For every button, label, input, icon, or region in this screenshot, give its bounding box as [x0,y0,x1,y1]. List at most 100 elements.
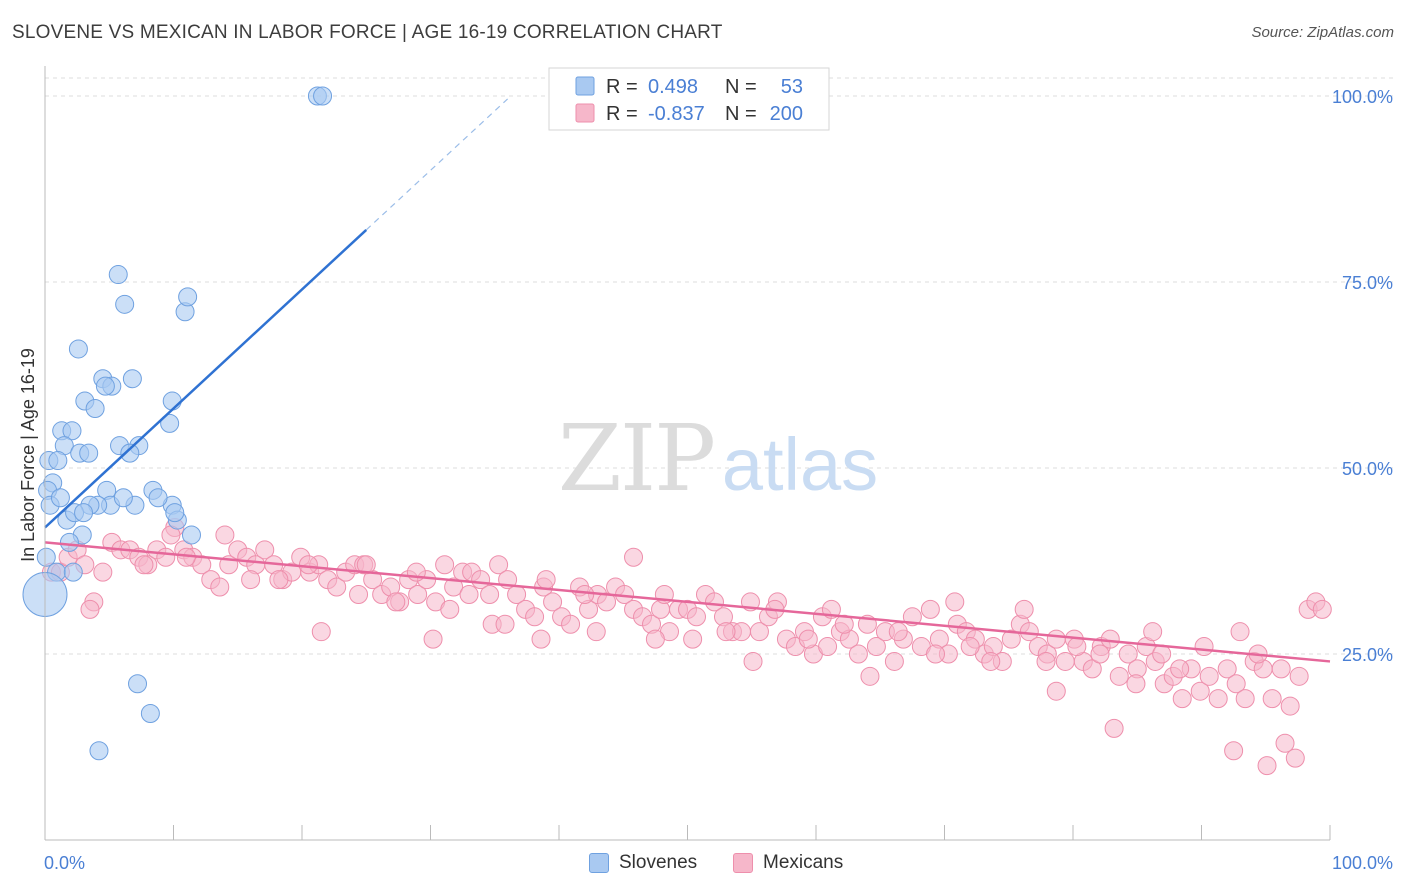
legend-r-value: -0.837 [648,103,705,125]
mexicans-point [444,577,464,597]
legend-n-label: N = [725,76,757,98]
legend-swatch [575,103,595,123]
watermark-zip: ZIP [558,405,714,512]
mexicans-point [269,570,289,590]
mexicans-point [459,584,479,604]
mexicans-point [960,637,980,657]
slovenes-point [36,547,56,567]
slovenes-point [120,443,140,463]
mexicans-point [215,525,235,545]
mexicans-point [848,644,868,664]
mexicans-swatch [733,853,753,873]
mexicans-point [1275,733,1295,753]
x-tick-label: 0.0% [44,853,85,873]
slovenes-point [74,503,94,523]
mexicans-point [1262,689,1282,709]
slovenes-point [160,413,180,433]
mexicans-point [1208,689,1228,709]
mexicans-point [480,584,500,604]
mexicans-point [1170,659,1190,679]
mexicans-point [423,629,443,649]
mexicans-point [981,651,1001,671]
mexicans-point [525,607,545,627]
mexicans-point [543,592,563,612]
series-slovenes [22,86,333,761]
axes [44,66,1331,841]
mexicans-point [1235,689,1255,709]
y-tick-label: 25.0% [1342,645,1393,665]
slovenes-trend-extension [365,98,509,231]
slovenes-point [95,376,115,396]
mexicans-point [1036,651,1056,671]
mexicans-point [1257,756,1277,776]
mexicans-point [743,651,763,671]
mexicans-point [686,607,706,627]
y-tick-label: 100.0% [1332,87,1393,107]
mexicans-point [386,592,406,612]
slovenes-point [122,369,142,389]
mexicans-point [860,666,880,686]
mexicans-point [134,555,154,575]
legend-top: R = 0.498 N = 53 R = -0.837 N = 200 [548,67,830,131]
y-tick-label: 75.0% [1342,273,1393,293]
mexicans-point [888,622,908,642]
mexicans-point [818,637,838,657]
slovenes-point [59,532,79,552]
y-tick-label: 50.0% [1342,459,1393,479]
mexicans-point [1055,651,1075,671]
mexicans-point [440,599,460,619]
slovenes-trend-line [44,229,368,529]
mexicans-point [156,547,176,567]
mexicans-point [1126,674,1146,694]
series-mexicans [41,518,1332,776]
mexicans-point [1194,637,1214,657]
slovenes-point [68,339,88,359]
mexicans-point [536,570,556,590]
mexicans-point [575,584,595,604]
mexicans-point [1090,644,1110,664]
slovenes-point [165,503,185,523]
slovenes-point [113,488,133,508]
mexicans-point [241,570,261,590]
mexicans-point [531,629,551,649]
mexicans-point [561,614,581,634]
mexicans-point [1143,622,1163,642]
mexicans-point [645,629,665,649]
mexicans-point [1230,622,1250,642]
mexicans-point [93,562,113,582]
slovenes-point [62,421,82,441]
mexicans-point [1226,674,1246,694]
mexicans-point [798,629,818,649]
legend-item-slovenes: Slovenes [589,852,697,874]
mexicans-point [1271,659,1291,679]
mexicans-point [1014,599,1034,619]
legend-swatch [575,76,595,96]
mexicans-point [1082,659,1102,679]
legend-r-value: 0.498 [648,76,698,98]
legend-label-slovenes: Slovenes [619,852,698,873]
mexicans-point [597,592,617,612]
mexicans-point [926,644,946,664]
legend-label-mexicans: Mexicans [763,852,844,873]
mexicans-point [80,599,100,619]
mexicans-point [716,622,736,642]
slovenes-point [140,704,160,724]
slovenes-point [63,562,83,582]
mexicans-point [495,614,515,634]
slovenes-point [89,741,109,761]
mexicans-point [1109,666,1129,686]
mexicans-point [489,555,509,575]
mexicans-point [311,622,331,642]
mexicans-point [1217,659,1237,679]
slovenes-point [79,443,99,463]
mexicans-point [1046,681,1066,701]
mexicans-point [408,584,428,604]
slovenes-point [313,86,333,106]
mexicans-point [1104,718,1124,738]
mexicans-point [1152,644,1172,664]
legend-r-label: R = [606,103,638,125]
slovenes-swatch [589,853,609,873]
watermark: ZIP atlas [558,405,878,512]
mexicans-point [349,584,369,604]
legend-box [548,67,830,131]
